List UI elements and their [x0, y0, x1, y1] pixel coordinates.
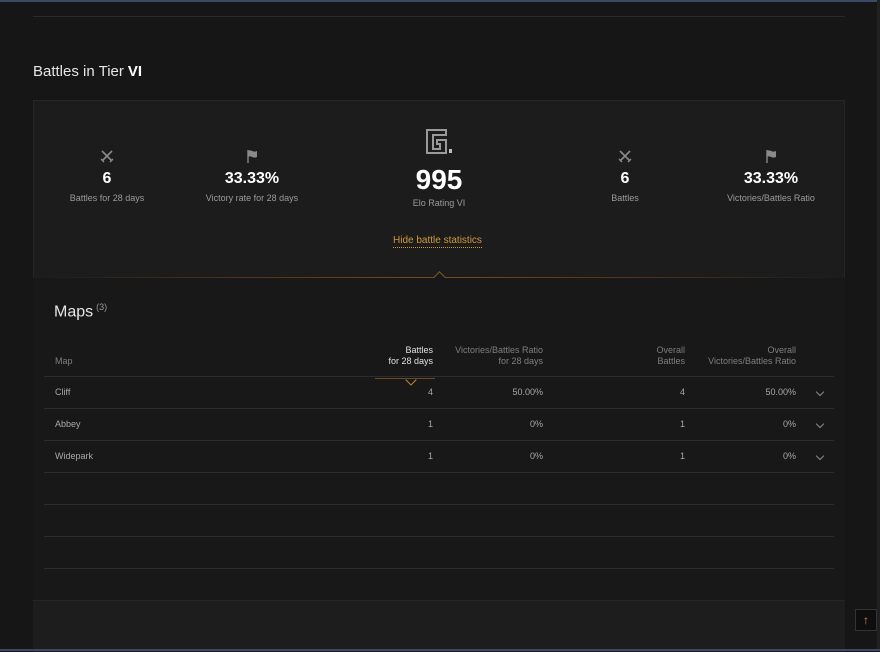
- overall-ratio-value: 50.00%: [765, 387, 796, 397]
- maps-title-text: Maps: [54, 303, 94, 321]
- column-header-overall-battles[interactable]: Overall Battles: [656, 345, 685, 366]
- stat-victories-battles-ratio: 33.33% Victories/Battles Ratio: [714, 148, 828, 203]
- stat-value: 6: [620, 170, 630, 187]
- tier-label: VI: [127, 63, 143, 80]
- stat-battles-28-days: 6 Battles for 28 days: [60, 148, 154, 203]
- stat-value: 33.33%: [743, 170, 799, 187]
- overall-ratio-value: 0%: [782, 451, 796, 461]
- stat-battles: 6 Battles: [578, 148, 672, 203]
- stat-label: Battles for 28 days: [69, 193, 145, 203]
- sort-indicator-line: [375, 378, 435, 379]
- battles-28-value: 4: [427, 387, 433, 397]
- row-divider: [44, 504, 834, 505]
- chevron-down-icon[interactable]: [815, 451, 825, 461]
- stat-elo-rating: 995 Elo Rating VI: [389, 127, 489, 208]
- page-title-text: Battles in Tier: [33, 63, 124, 80]
- elo-logo-icon: [426, 129, 452, 154]
- table-header-divider: [44, 376, 834, 377]
- row-divider: [44, 568, 834, 569]
- hide-battle-statistics-link[interactable]: Hide battle statistics: [393, 235, 482, 248]
- crossed-swords-icon: [100, 150, 114, 163]
- overall-battles-value: 4: [679, 387, 685, 397]
- stat-value: 6: [102, 170, 112, 187]
- ratio-28-value: 50.00%: [512, 387, 543, 397]
- battles-28-value: 1: [427, 419, 433, 429]
- column-header-map[interactable]: Map: [55, 356, 73, 366]
- flag-icon: [766, 150, 776, 163]
- chevron-down-icon[interactable]: [815, 419, 825, 429]
- arrow-up-icon: ↑: [863, 613, 869, 627]
- map-name: Abbey: [55, 419, 81, 429]
- elo-value: 995: [415, 164, 463, 195]
- overall-battles-value: 1: [679, 451, 685, 461]
- stat-value: 33.33%: [224, 170, 280, 187]
- column-header-overall-ratio[interactable]: Overall Victories/Battles Ratio: [708, 345, 796, 366]
- row-divider: [44, 472, 834, 473]
- page-title: Battles in Tier VI: [33, 63, 142, 80]
- map-name: Widepark: [55, 451, 94, 461]
- footer-band: [33, 600, 845, 652]
- maps-count: (3): [96, 302, 108, 312]
- map-name: Cliff: [55, 387, 71, 397]
- window-top-border: [0, 0, 880, 2]
- row-divider: [44, 440, 834, 441]
- battles-28-value: 1: [427, 451, 433, 461]
- scrollbar-track: [877, 0, 880, 651]
- maps-title: Maps (3): [54, 302, 107, 321]
- divider: [33, 16, 845, 17]
- stat-label: Victory rate for 28 days: [205, 193, 299, 203]
- row-divider: [44, 536, 834, 537]
- ratio-28-value: 0%: [529, 451, 543, 461]
- window-bottom-border: [0, 649, 880, 651]
- stat-label: Victories/Battles Ratio: [727, 193, 815, 203]
- stat-label: Battles: [611, 193, 639, 203]
- crossed-swords-icon: [618, 150, 632, 163]
- maps-section: Maps (3) Map Battles for 28 days Victories…: [33, 278, 845, 600]
- column-header-battles-28-days[interactable]: Battles for 28 days: [388, 345, 433, 366]
- overall-battles-value: 1: [679, 419, 685, 429]
- flag-icon: [247, 150, 257, 163]
- column-header-ratio-28-days[interactable]: Victories/Battles Ratio for 28 days: [455, 345, 543, 366]
- overall-ratio-value: 0%: [782, 419, 796, 429]
- stat-victory-rate-28-days: 33.33% Victory rate for 28 days: [196, 148, 308, 203]
- row-divider: [44, 408, 834, 409]
- scroll-to-top-button[interactable]: ↑: [855, 609, 877, 631]
- ratio-28-value: 0%: [529, 419, 543, 429]
- elo-label: Elo Rating VI: [412, 198, 466, 208]
- chevron-down-icon[interactable]: [815, 387, 825, 397]
